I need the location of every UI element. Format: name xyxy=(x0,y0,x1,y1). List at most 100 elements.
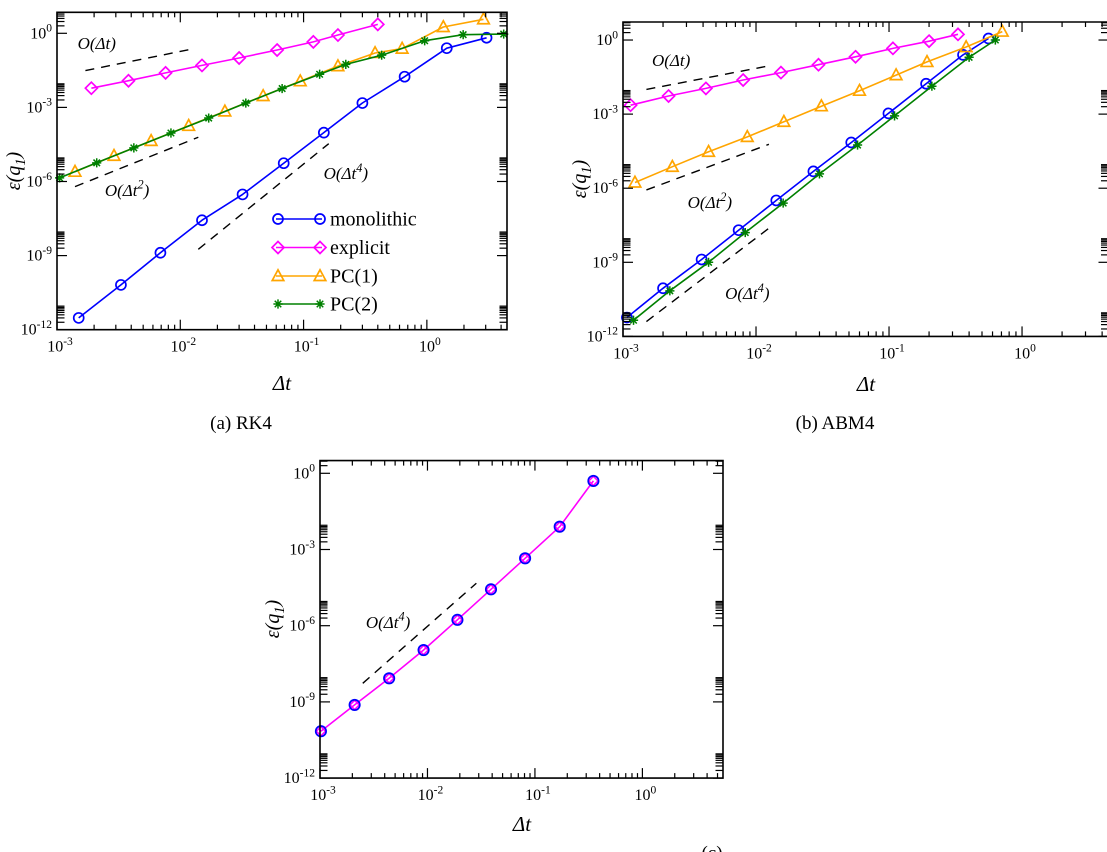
marker-circle xyxy=(519,552,532,565)
marker-diamond xyxy=(158,65,173,81)
marker-circle xyxy=(440,42,453,55)
marker-diamond xyxy=(330,27,346,43)
y-tick-label: 100 xyxy=(293,463,315,483)
marker-diamond xyxy=(848,49,863,64)
marker-star xyxy=(458,30,468,40)
marker-circle xyxy=(553,520,566,533)
marker-circle xyxy=(398,70,411,83)
marker-star xyxy=(814,169,825,179)
plot-frame xyxy=(622,21,1107,338)
slope-guide-label: O(Δt) xyxy=(652,51,691,70)
x-tick-label: 100 xyxy=(419,336,441,356)
marker-circle xyxy=(272,213,284,225)
y-tick-label: 10-6 xyxy=(289,615,315,635)
marker-star xyxy=(241,98,251,108)
series-line xyxy=(632,39,996,321)
marker-triangle xyxy=(270,268,286,282)
slope-guide-label: O(Δt2) xyxy=(688,190,733,212)
marker-star xyxy=(990,35,1000,45)
marker-triangle xyxy=(814,98,829,112)
y-tick-label: 10-3 xyxy=(592,103,618,123)
marker-diamond xyxy=(84,80,99,96)
marker-circle xyxy=(484,583,498,596)
slope-guide-label: O(Δt4) xyxy=(725,281,770,303)
axis-ticks xyxy=(56,11,507,331)
slope-guide-line xyxy=(362,582,477,684)
marker-circle xyxy=(277,157,290,170)
marker-circle xyxy=(480,31,493,44)
series-explicit xyxy=(623,27,966,113)
marker-circle xyxy=(417,643,430,657)
series-pc-1- xyxy=(627,23,1010,188)
y-tick-label: 10-3 xyxy=(26,97,52,117)
axis-ticks xyxy=(622,22,1107,337)
marker-triangle xyxy=(888,67,904,81)
marker-triangle xyxy=(701,143,716,158)
marker-circle xyxy=(383,672,396,685)
marker-diamond xyxy=(661,88,676,104)
marker-circle xyxy=(317,126,330,139)
marker-triangle xyxy=(776,113,792,128)
x-tick-label: 10-3 xyxy=(613,343,639,363)
series-line xyxy=(320,480,595,732)
slope-guide-label: O(Δt4) xyxy=(366,610,411,632)
marker-triangle xyxy=(330,58,346,72)
marker-diamond xyxy=(269,42,285,58)
marker-star xyxy=(703,257,714,267)
x-tick-label: 10-2 xyxy=(170,336,196,356)
marker-star xyxy=(420,36,430,46)
marker-star xyxy=(92,158,102,168)
x-tick-label: 10-2 xyxy=(418,784,444,804)
marker-triangle xyxy=(852,82,867,97)
marker-star xyxy=(341,59,351,70)
marker-star xyxy=(778,198,788,208)
legend-label: PC(1) xyxy=(330,266,378,288)
x-axis-label: Δt xyxy=(272,371,292,395)
marker-triangle xyxy=(919,53,935,68)
marker-triangle xyxy=(740,128,755,143)
marker-triangle xyxy=(312,268,328,282)
series-line xyxy=(78,37,487,319)
caption-a: (a) RK4 xyxy=(210,413,272,434)
y-axis-label: ε(q1) xyxy=(569,159,595,198)
legend-label: explicit xyxy=(330,237,390,259)
series-line xyxy=(630,33,959,106)
marker-diamond xyxy=(698,81,714,96)
marker-triangle xyxy=(627,174,643,188)
y-tick-label: 100 xyxy=(596,29,618,49)
y-tick-label: 10-6 xyxy=(592,177,618,197)
marker-diamond xyxy=(735,72,751,88)
series-line xyxy=(626,37,989,319)
caption-b: (b) ABM4 xyxy=(795,413,875,434)
marker-circle xyxy=(72,312,85,324)
marker-star xyxy=(889,111,900,121)
slope-guide-line xyxy=(85,47,195,72)
series-all-methods-overlapping- xyxy=(314,474,600,738)
slope-guide-label: O(Δt2) xyxy=(105,178,150,200)
marker-star xyxy=(964,52,974,62)
marker-star xyxy=(273,299,283,309)
x-tick-label: 10-1 xyxy=(525,784,551,804)
marker-diamond xyxy=(231,50,247,66)
x-tick-label: 100 xyxy=(1014,343,1036,363)
marker-diamond xyxy=(194,58,210,73)
marker-diamond xyxy=(950,27,966,42)
marker-circle xyxy=(882,107,895,120)
y-tick-label: 10-3 xyxy=(289,539,315,559)
marker-circle xyxy=(314,725,327,738)
marker-diamond xyxy=(811,57,826,72)
slope-guide-line xyxy=(646,65,770,91)
marker-star xyxy=(55,173,65,183)
y-tick-label: 10-9 xyxy=(26,245,52,265)
slope-guide-line xyxy=(74,136,199,188)
x-tick-label: 10-3 xyxy=(47,336,73,356)
series-pc-2- xyxy=(55,29,509,183)
marker-star xyxy=(129,143,139,153)
marker-star xyxy=(499,29,509,39)
y-tick-label: 100 xyxy=(30,23,52,43)
y-axis-label: ε(q1) xyxy=(262,599,288,638)
x-tick-label: 10-1 xyxy=(294,336,320,356)
marker-star xyxy=(628,315,639,325)
x-tick-label: 100 xyxy=(635,784,657,804)
